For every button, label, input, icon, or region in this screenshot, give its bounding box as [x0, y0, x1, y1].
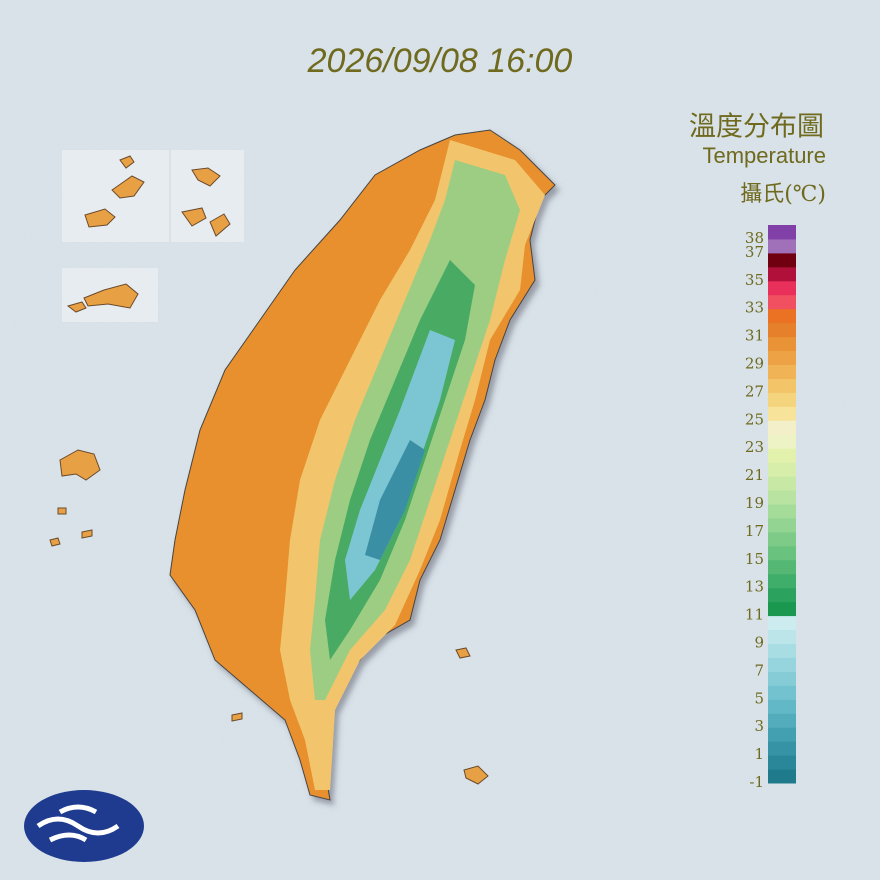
legend-tick-label: 38 [745, 229, 764, 247]
color-swatch [768, 755, 796, 770]
color-swatch [768, 573, 796, 589]
legend-tick-label: 37 [745, 243, 764, 261]
color-swatch [768, 615, 796, 631]
legend-tick-label: 27 [745, 382, 764, 400]
legend-tick-label: 3 [754, 717, 764, 735]
legend-tick-label: 9 [754, 634, 764, 652]
legend-tick-label: 1 [754, 745, 764, 763]
legend-tick-label: 5 [754, 689, 764, 707]
color-swatch [768, 629, 796, 644]
color-swatch [768, 657, 796, 672]
legend-title: 溫度分布圖 [689, 112, 824, 143]
logo [24, 790, 144, 862]
legend-tick-label: 25 [745, 410, 764, 428]
color-swatch [768, 294, 796, 310]
timestamp: 2026/09/08 16:00 [307, 42, 573, 80]
legend-subtitle: Temperature [702, 143, 826, 168]
color-swatch [768, 420, 796, 435]
color-swatch [768, 601, 796, 617]
color-swatch [768, 531, 796, 547]
color-swatch [768, 350, 796, 365]
color-swatch [768, 364, 796, 379]
legend-tick-label: 13 [745, 578, 764, 596]
logo-waves [36, 804, 120, 843]
color-swatch [768, 266, 796, 282]
color-swatch [768, 741, 796, 756]
color-swatch [768, 671, 796, 686]
legend-tick-label: 33 [745, 299, 764, 317]
legend-tick-label: 11 [745, 606, 764, 624]
legend-tick-label: -1 [749, 773, 764, 791]
color-swatch [768, 225, 796, 240]
color-swatch [768, 727, 796, 742]
color-swatch [768, 238, 796, 254]
legend-tick-label: 29 [745, 355, 764, 373]
color-swatch [768, 643, 796, 658]
color-swatch [768, 434, 796, 449]
color-swatch [768, 406, 796, 421]
legend-tick-label: 23 [745, 438, 764, 456]
color-swatch [768, 308, 796, 324]
color-swatch [768, 587, 796, 603]
legend-tick-label: 15 [745, 550, 764, 568]
color-swatch [768, 490, 796, 505]
color-swatch [768, 280, 796, 296]
color-swatch [768, 517, 796, 533]
color-swatch [768, 252, 796, 268]
color-swatch [768, 559, 796, 575]
legend-tick-label: 21 [745, 466, 764, 484]
taiwan [169, 129, 556, 801]
color-swatch [768, 476, 796, 491]
color-swatch [768, 378, 796, 393]
legend-tick-label: 31 [745, 327, 764, 345]
legend-unit: 攝氏(℃) [740, 182, 826, 207]
color-swatch [768, 713, 796, 728]
legend-tick-label: 17 [745, 522, 764, 540]
color-swatch [768, 392, 796, 407]
color-swatch [768, 769, 796, 784]
color-swatch [768, 336, 796, 352]
color-swatch [768, 462, 796, 477]
islands [49, 155, 489, 785]
legend-tick-label: 19 [745, 494, 764, 512]
color-swatch [768, 504, 796, 519]
color-swatch [768, 685, 796, 700]
legend-tick-label: 35 [745, 271, 764, 289]
color-swatch [768, 322, 796, 338]
color-swatch [768, 699, 796, 714]
color-swatch [768, 545, 796, 561]
color-swatch [768, 448, 796, 463]
legend-tick-label: 7 [754, 661, 764, 679]
